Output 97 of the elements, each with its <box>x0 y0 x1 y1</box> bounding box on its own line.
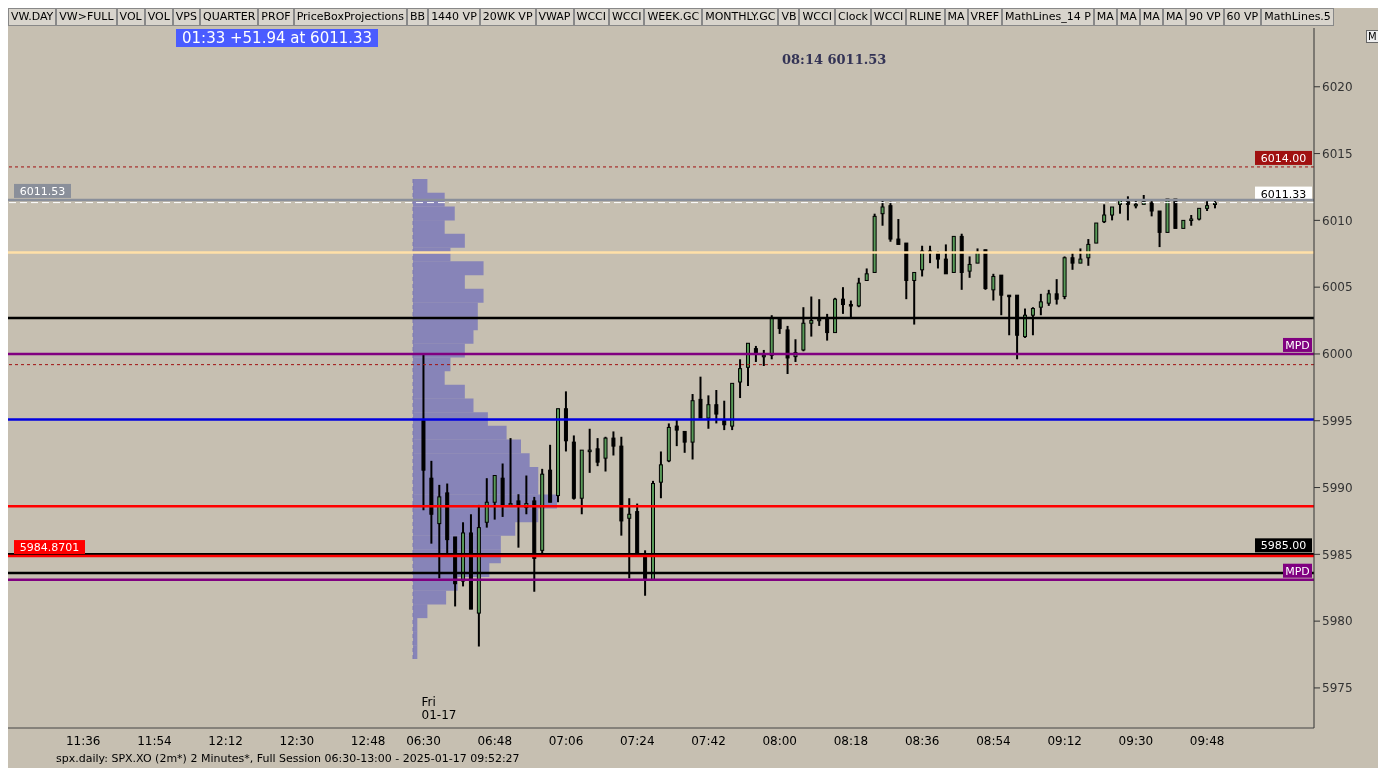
text: MA <box>1162 8 1186 26</box>
candlestick <box>856 276 861 309</box>
candlestick <box>674 418 679 448</box>
y-tick-label: 5975 <box>1322 681 1353 696</box>
y-tick-label: 6015 <box>1322 146 1353 161</box>
text: VW.DAY <box>8 8 57 26</box>
candlestick <box>840 286 845 315</box>
candlestick <box>1157 210 1162 249</box>
x-tick-label: 09:48 <box>1189 733 1225 748</box>
y-tick-label: 6020 <box>1322 80 1353 95</box>
candlestick <box>587 427 592 474</box>
candlestick <box>484 477 489 529</box>
text: 60 VP <box>1223 8 1262 26</box>
candlestick <box>698 375 703 420</box>
candlestick <box>611 430 616 457</box>
candlestick <box>706 394 711 430</box>
candlestick <box>943 243 948 275</box>
ref-line-label: MPD <box>1285 564 1310 578</box>
candlestick <box>595 437 600 468</box>
candlestick <box>1054 278 1059 306</box>
text: VPS <box>172 8 200 26</box>
x-tick-label: 11:54 <box>137 733 172 748</box>
text: MA <box>1139 8 1163 26</box>
candlestick <box>896 218 901 246</box>
text: WCCI <box>608 8 645 26</box>
candlestick <box>658 450 663 500</box>
x-tick-label: 07:24 <box>619 733 655 748</box>
x-tick-label: 09:30 <box>1118 733 1154 748</box>
text: Clock <box>834 8 871 26</box>
candlestick <box>603 435 608 473</box>
text: WCCI <box>799 8 835 26</box>
y-tick-label: 6000 <box>1322 347 1353 362</box>
text: PriceBoxProjections <box>293 8 408 26</box>
text: QUARTER <box>199 8 259 26</box>
x-tick-label: 08:36 <box>904 733 940 748</box>
x-tick-label: 12:12 <box>208 733 243 748</box>
text: M <box>1366 30 1378 43</box>
annotation: 01-17 <box>421 708 457 722</box>
x-tick-label: 09:12 <box>1047 733 1082 748</box>
text: VOL <box>144 8 173 26</box>
text: VW>FULL <box>56 8 117 26</box>
text: MathLines.5 <box>1261 8 1334 26</box>
candlestick <box>1094 222 1099 245</box>
text: 1440 VP <box>428 8 480 26</box>
annotation: 08:14 6011.53 <box>782 52 887 67</box>
x-tick-label: 07:06 <box>548 733 584 748</box>
text: MA <box>944 8 968 26</box>
candlestick <box>967 255 972 279</box>
candlestick <box>508 437 513 506</box>
x-tick-label: 06:48 <box>477 733 513 748</box>
ref-line-label: 6011.33 <box>1260 187 1307 201</box>
text: MONTHLY.GC <box>702 8 779 26</box>
text: WCCI <box>573 8 609 26</box>
text: VB <box>778 8 800 26</box>
ref-line-label: MPD <box>1285 338 1310 352</box>
annotation: Fri <box>421 695 437 709</box>
candlestick <box>999 274 1004 317</box>
x-tick-label: 12:30 <box>279 733 315 748</box>
ref-line-label: 6014.00 <box>1260 151 1307 165</box>
candlestick <box>1038 292 1043 317</box>
x-tick-label: 08:00 <box>762 733 798 748</box>
y-tick-label: 5985 <box>1322 547 1353 562</box>
y-tick-label: 6010 <box>1322 213 1353 228</box>
text: MathLines_14 P <box>1002 8 1094 26</box>
text: BB <box>407 8 429 26</box>
x-tick-label: 08:18 <box>833 733 869 748</box>
x-tick-label: 12:48 <box>350 733 386 748</box>
x-tick-label: 11:36 <box>65 733 101 748</box>
text: 20WK VP <box>479 8 536 26</box>
candlestick <box>1102 203 1107 225</box>
text: VOL <box>116 8 145 26</box>
text: 90 VP <box>1185 8 1224 26</box>
candlestick <box>738 358 743 400</box>
text: VWAP <box>535 8 574 26</box>
candlestick <box>714 389 719 425</box>
annotation: 01:33 +51.94 at 6011.33 <box>176 29 379 47</box>
y-tick-label: 5980 <box>1322 614 1353 629</box>
text: spx.daily: SPX.XO (2m*) 2 Minutes*, Full Session 06:30-13:00 - 2025-01-17 09:52:27 <box>56 752 520 765</box>
x-tick-label: 08:54 <box>976 733 1011 748</box>
text: WCCI <box>870 8 907 26</box>
ref-line-label: 6011.53 <box>19 184 66 198</box>
text: WEEK.GC <box>644 8 703 26</box>
y-tick-label: 5995 <box>1322 414 1353 429</box>
text: RLINE <box>906 8 945 26</box>
text: MA <box>1093 8 1117 26</box>
y-tick-label: 5990 <box>1322 480 1353 495</box>
text: PROF <box>258 8 294 26</box>
candlestick <box>991 272 996 302</box>
ref-line-label: 5984.8701 <box>19 541 80 555</box>
y-tick-label: 6005 <box>1322 280 1353 295</box>
x-tick-label: 07:42 <box>691 733 726 748</box>
text: VREF <box>967 8 1003 26</box>
text: MA <box>1116 8 1140 26</box>
candlestick <box>516 493 521 549</box>
candlestick <box>682 430 687 454</box>
x-tick-label: 06:30 <box>406 733 441 748</box>
ref-line-label: 5985.00 <box>1260 539 1307 553</box>
